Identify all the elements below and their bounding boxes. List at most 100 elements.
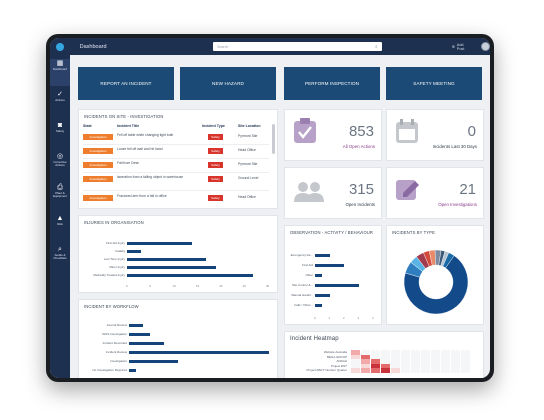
heatmap-cell[interactable]	[381, 350, 390, 355]
heatmap-cell[interactable]	[391, 354, 400, 359]
heatmap-cell[interactable]	[441, 354, 450, 359]
heatmap-cell[interactable]	[411, 354, 420, 359]
sidebar-item-safety[interactable]: ◙ Safety	[50, 121, 70, 148]
table-row[interactable]: Investigation Fell off table while chang…	[83, 132, 273, 144]
heatmap-cell[interactable]	[371, 368, 380, 373]
bar[interactable]	[129, 333, 150, 336]
heatmap-cell[interactable]	[391, 359, 400, 364]
heatmap-cell[interactable]	[431, 354, 440, 359]
heatmap-cell[interactable]	[411, 350, 420, 355]
heatmap-cell[interactable]	[401, 350, 410, 355]
col-location[interactable]: Site Location	[238, 124, 261, 128]
bar[interactable]	[127, 266, 216, 269]
bar[interactable]	[127, 242, 193, 245]
heatmap-cell[interactable]	[451, 368, 460, 373]
heatmap-cell[interactable]	[411, 368, 420, 373]
bar[interactable]	[127, 258, 207, 261]
bar[interactable]	[315, 274, 323, 277]
scrollbar[interactable]	[272, 124, 275, 154]
heatmap-cell[interactable]	[451, 350, 460, 355]
heatmap-cell[interactable]	[461, 354, 470, 359]
heatmap-cell[interactable]	[461, 368, 470, 373]
heatmap-cell[interactable]	[431, 359, 440, 364]
col-state[interactable]: State	[83, 124, 92, 128]
report-incident-button[interactable]: REPORT AN INCIDENT	[78, 67, 174, 100]
stat-open-actions[interactable]: 853 All Open Actions	[284, 109, 382, 161]
heatmap-cell[interactable]	[391, 350, 400, 355]
heatmap-cell[interactable]	[421, 363, 430, 368]
bar[interactable]	[129, 324, 143, 327]
heatmap-cell[interactable]	[371, 359, 380, 364]
heatmap-cell[interactable]	[461, 350, 470, 355]
bar[interactable]	[315, 254, 330, 257]
heatmap-cell[interactable]	[451, 359, 460, 364]
donut-slice[interactable]	[442, 252, 455, 269]
heatmap-cell[interactable]	[381, 363, 390, 368]
table-row[interactable]: Investigation Fractured arm from a fall …	[83, 193, 273, 205]
perform-inspection-button[interactable]: PERFORM INSPECTION	[284, 67, 380, 100]
bar[interactable]	[129, 351, 269, 354]
search-input[interactable]: Search ⌕	[213, 42, 382, 51]
heatmap-cell[interactable]	[361, 363, 370, 368]
sidebar-item-audits[interactable]: ⌕ Audits & Checklists	[50, 245, 70, 272]
bar[interactable]	[315, 294, 330, 297]
donut-slice[interactable]	[403, 255, 469, 315]
bar[interactable]	[315, 264, 344, 267]
heatmap-cell[interactable]	[451, 363, 460, 368]
bar[interactable]	[127, 250, 141, 253]
sidebar-item-actions[interactable]: ✓ Actions	[50, 90, 70, 117]
heatmap-cell[interactable]	[361, 359, 370, 364]
sidebar-item-plant-equipment[interactable]: ⎙ Plant & Equipment	[50, 183, 70, 210]
app-logo-icon[interactable]	[56, 42, 64, 51]
heatmap-cell[interactable]	[441, 363, 450, 368]
bar[interactable]	[127, 274, 253, 277]
heatmap-cell[interactable]	[401, 363, 410, 368]
sidebar-item-corrective-actions[interactable]: ◎ Corrective Actions	[50, 152, 70, 179]
bar[interactable]	[315, 304, 323, 307]
heatmap-cell[interactable]	[411, 359, 420, 364]
heatmap-cell[interactable]	[401, 368, 410, 373]
stat-open-investigations[interactable]: 21 Open Investigations	[386, 167, 484, 219]
heatmap-cell[interactable]	[361, 354, 370, 359]
col-type[interactable]: Incident Type	[202, 124, 225, 128]
heatmap-cell[interactable]	[401, 354, 410, 359]
bar[interactable]	[129, 360, 178, 363]
stat-open-incidents[interactable]: 315 Open Incidents	[284, 167, 382, 219]
heatmap-cell[interactable]	[391, 368, 400, 373]
bar[interactable]	[315, 284, 359, 287]
table-row[interactable]: Investigation laceration from a falling …	[83, 174, 273, 190]
heatmap-cell[interactable]	[381, 368, 390, 373]
heatmap-cell[interactable]	[421, 350, 430, 355]
add-post-button[interactable]: ⊕ Add Post	[452, 43, 472, 51]
heatmap-cell[interactable]	[351, 359, 360, 364]
heatmap-cell[interactable]	[441, 359, 450, 364]
table-row[interactable]: Investigation Fall from Desk Safety Pyrm…	[83, 160, 273, 172]
avatar[interactable]	[481, 42, 490, 51]
heatmap-cell[interactable]	[441, 368, 450, 373]
heatmap-cell[interactable]	[371, 350, 380, 355]
heatmap-cell[interactable]	[391, 363, 400, 368]
heatmap-cell[interactable]	[371, 354, 380, 359]
heatmap-cell[interactable]	[461, 363, 470, 368]
heatmap-cell[interactable]	[411, 363, 420, 368]
sidebar-item-risk[interactable]: ▲ Risk	[50, 214, 70, 241]
heatmap-cell[interactable]	[421, 354, 430, 359]
heatmap-cell[interactable]	[351, 363, 360, 368]
bar[interactable]	[129, 342, 164, 345]
bar[interactable]	[129, 369, 136, 372]
col-title[interactable]: Incident Title	[117, 124, 140, 128]
heatmap-cell[interactable]	[351, 350, 360, 355]
table-row[interactable]: Investigation Loose fell off wall and hi…	[83, 146, 273, 158]
heatmap-cell[interactable]	[421, 368, 430, 373]
heatmap-cell[interactable]	[351, 368, 360, 373]
heatmap-cell[interactable]	[371, 363, 380, 368]
safety-meeting-button[interactable]: SAFETY MEETING	[386, 67, 482, 100]
heatmap-cell[interactable]	[421, 359, 430, 364]
heatmap-cell[interactable]	[461, 359, 470, 364]
heatmap-cell[interactable]	[431, 350, 440, 355]
heatmap-cell[interactable]	[431, 368, 440, 373]
heatmap-cell[interactable]	[381, 354, 390, 359]
heatmap-cell[interactable]	[361, 350, 370, 355]
heatmap-cell[interactable]	[431, 363, 440, 368]
stat-incidents-30-days[interactable]: 0 Incidents Last 30 Days	[386, 109, 484, 161]
